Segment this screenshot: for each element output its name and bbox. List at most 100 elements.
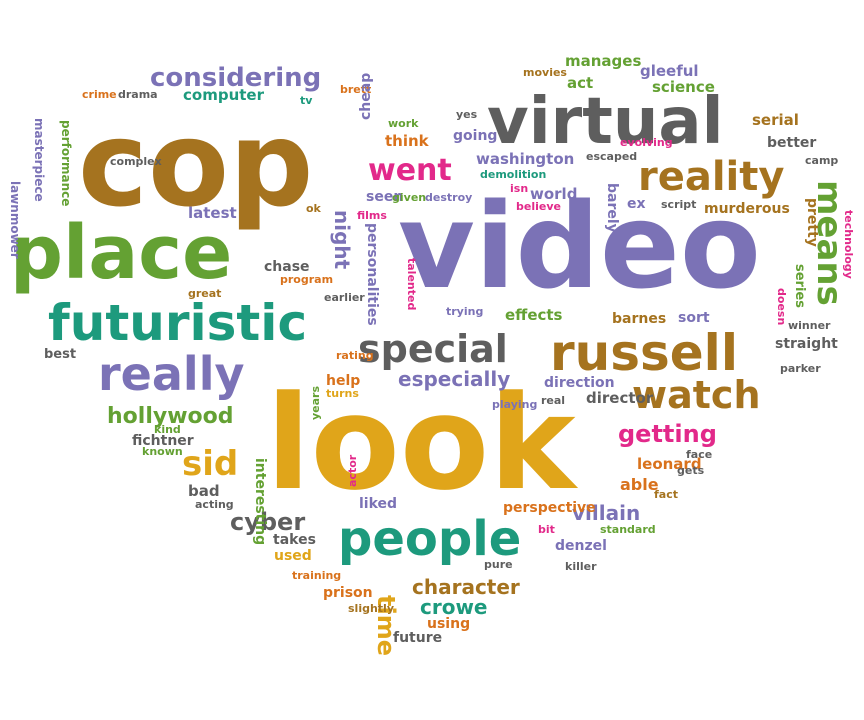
word-escaped: escaped	[586, 150, 637, 163]
word-futuristic: futuristic	[48, 294, 307, 352]
word-bad: bad	[188, 482, 220, 500]
word-character: character	[412, 575, 520, 599]
word-standard: standard	[600, 523, 656, 536]
word-pretty: pretty	[804, 198, 820, 247]
word-performance: performance	[59, 120, 73, 206]
word-takes: takes	[273, 532, 316, 548]
word-lawnmower: lawnmower	[8, 181, 22, 259]
word-prison: prison	[323, 585, 373, 601]
word-demolition: demolition	[480, 168, 546, 181]
word-liked: liked	[359, 496, 397, 512]
word-computer: computer	[183, 86, 265, 104]
word-killer: killer	[565, 560, 597, 573]
word-latest: latest	[188, 204, 237, 222]
word-chase: chase	[264, 259, 310, 275]
word-fichtner: fichtner	[132, 433, 194, 449]
word-given: given	[392, 191, 426, 204]
word-known: known	[142, 445, 183, 458]
word-perspective: perspective	[503, 500, 596, 516]
word-cheap: cheap	[358, 73, 374, 120]
word-winner: winner	[788, 319, 831, 332]
word-fact: fact	[654, 488, 678, 501]
word-personalities: personalities	[364, 223, 380, 326]
word-going: going	[453, 128, 497, 144]
word-series: series	[792, 264, 807, 308]
word-turns: turns	[326, 387, 359, 400]
word-think: think	[385, 132, 430, 150]
word-earlier: earlier	[324, 291, 365, 304]
word-believe: believe	[516, 200, 561, 213]
word-better: better	[767, 135, 816, 151]
word-villain: villain	[572, 501, 640, 525]
word-sid: sid	[182, 444, 238, 484]
word-real: real	[541, 394, 565, 407]
word-effects: effects	[505, 306, 563, 324]
word-slightly: slightly	[348, 602, 394, 615]
word-used: used	[274, 548, 312, 564]
word-watch: watch	[632, 373, 761, 417]
word-years: years	[309, 386, 322, 420]
word-direction: direction	[544, 375, 615, 391]
word-ok: ok	[306, 202, 322, 215]
word-science: science	[652, 78, 715, 96]
word-films: films	[357, 209, 387, 222]
word-able: able	[620, 475, 659, 494]
word-gets: gets	[677, 464, 705, 477]
word-masterpiece: masterpiece	[32, 118, 46, 202]
word-virtual: virtual	[487, 85, 724, 159]
word-seen: seen	[366, 189, 403, 205]
word-acting: acting	[195, 498, 234, 511]
word-help: help	[326, 373, 360, 389]
word-place: place	[10, 210, 232, 296]
word-especially: especially	[398, 367, 510, 391]
word-tv: tv	[300, 94, 313, 107]
word-training: training	[292, 569, 341, 582]
word-director: director	[586, 389, 654, 407]
word-considering: considering	[150, 63, 321, 93]
word-went: went	[368, 153, 452, 188]
word-parker: parker	[780, 362, 821, 375]
word-gleeful: gleeful	[640, 62, 699, 80]
word-interesting: interesting	[252, 458, 268, 545]
word-brett: brett	[340, 83, 371, 96]
word-technology: technology	[842, 210, 855, 279]
word-crime: crime	[82, 88, 117, 101]
word-playing: playing	[492, 398, 537, 411]
word-murderous: murderous	[704, 201, 790, 217]
word-barely: barely	[604, 183, 620, 233]
word-barnes: barnes	[612, 311, 666, 327]
word-russell: russell	[550, 324, 738, 382]
word-look: look	[266, 367, 578, 519]
word-world: world	[530, 185, 577, 203]
word-program: program	[280, 273, 333, 286]
word-serial: serial	[752, 111, 799, 129]
word-face: face	[686, 448, 712, 461]
word-ex: ex	[627, 196, 646, 212]
word-kind: kind	[154, 423, 181, 436]
word-video: video	[398, 177, 761, 315]
word-talented: talented	[405, 258, 418, 310]
word-special: special	[358, 327, 508, 371]
word-means: means	[809, 180, 849, 306]
word-best: best	[44, 347, 76, 362]
word-straight: straight	[775, 336, 838, 352]
word-cyber: cyber	[230, 508, 305, 536]
word-manages: manages	[565, 52, 641, 70]
word-bit: bit	[538, 523, 555, 536]
word-camp: camp	[805, 154, 838, 167]
word-really: really	[98, 347, 244, 401]
word-movies: movies	[523, 66, 567, 79]
word-rating: rating	[336, 349, 374, 362]
word-crowe: crowe	[420, 595, 488, 619]
word-great: great	[188, 287, 221, 300]
word-sort: sort	[678, 310, 710, 326]
word-drama: drama	[118, 88, 158, 101]
word-evolving: evolving	[620, 136, 673, 149]
word-yes: yes	[456, 108, 478, 121]
word-complex: complex	[110, 155, 162, 168]
word-isn: isn	[510, 182, 528, 195]
word-leonard: leonard	[637, 455, 702, 473]
word-time: time	[372, 595, 400, 656]
word-people: people	[338, 511, 521, 567]
